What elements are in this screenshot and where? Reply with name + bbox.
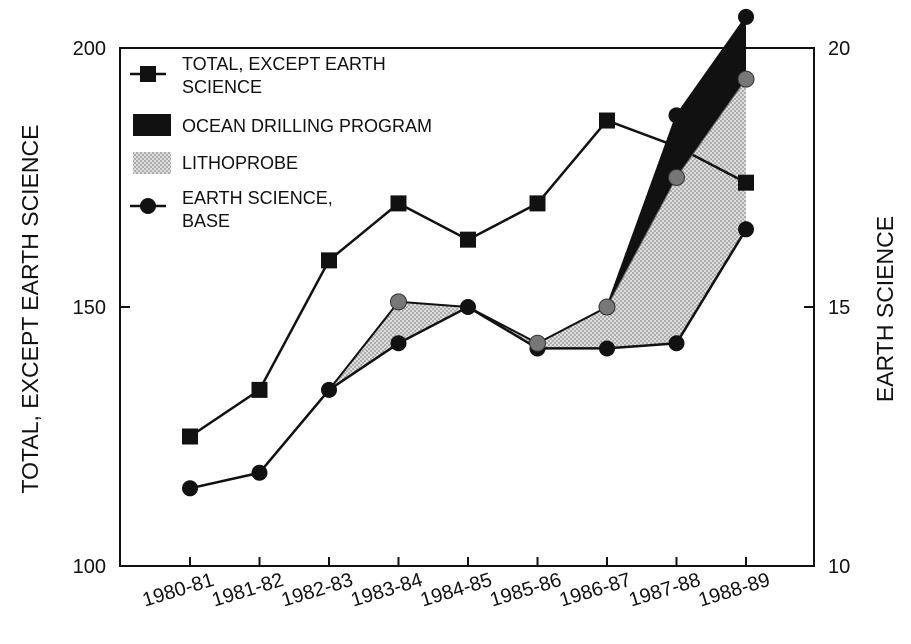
legend-item-lithoprobe: LITHOPROBE xyxy=(133,152,298,174)
legend-circle-marker xyxy=(140,198,156,214)
lithoprobe-point xyxy=(529,334,546,352)
x-tick-label: 1984-85 xyxy=(418,569,495,612)
total-point xyxy=(321,252,337,269)
earth-base-point xyxy=(460,299,476,315)
legend-litho-swatch xyxy=(133,152,171,174)
y-left-tick-label: 100 xyxy=(73,556,106,578)
x-tick-labels: 1980-811981-821982-831983-841984-851985-… xyxy=(140,569,773,612)
x-tick-label: 1983-84 xyxy=(348,569,425,612)
total-point xyxy=(599,112,615,129)
legend-item-odp: OCEAN DRILLING PROGRAM xyxy=(133,114,432,136)
earth-base-point xyxy=(738,221,754,238)
y-right-tick-labels: 10 15 20 xyxy=(828,38,850,578)
legend-total-line1: TOTAL, EXCEPT EARTH xyxy=(182,54,386,74)
total-point xyxy=(460,231,476,248)
earth-base-point xyxy=(251,464,268,481)
x-tick-label: 1986-87 xyxy=(557,569,634,612)
ocean-drilling-area xyxy=(190,16,746,489)
legend-item-total: TOTAL, EXCEPT EARTH SCIENCE xyxy=(130,54,386,97)
earth-base-point xyxy=(599,340,615,357)
legend: TOTAL, EXCEPT EARTH SCIENCE OCEAN DRILLI… xyxy=(130,54,432,231)
lithoprobe-point xyxy=(737,70,755,88)
legend-earth-line2: BASE xyxy=(182,211,230,231)
y-right-tick-label: 10 xyxy=(828,556,850,578)
series-markers xyxy=(182,8,755,497)
lithoprobe-point xyxy=(598,298,616,316)
legend-total-line2: SCIENCE xyxy=(182,77,262,97)
total-point xyxy=(738,174,754,191)
y-left-tick-label: 200 xyxy=(73,38,106,60)
earth-base-point xyxy=(668,335,685,352)
earth-base-point xyxy=(390,335,407,352)
legend-square-marker xyxy=(140,66,156,82)
x-tick-label: 1981-82 xyxy=(209,569,286,612)
lithoprobe-point xyxy=(390,293,407,311)
x-tick-label: 1987-88 xyxy=(626,569,703,612)
axis-ticks xyxy=(120,47,814,567)
x-tick-label: 1982-83 xyxy=(279,569,356,612)
y-axis-right-title: EARTH SCIENCE xyxy=(872,216,898,402)
earth-base-point xyxy=(321,381,337,398)
legend-litho-label: LITHOPROBE xyxy=(182,153,298,173)
x-tick-label: 1980-81 xyxy=(140,569,217,612)
lithoprobe-area xyxy=(190,79,746,489)
x-tick-label: 1985-86 xyxy=(487,569,564,612)
total-point xyxy=(182,428,198,445)
legend-earth-line1: EARTH SCIENCE, xyxy=(182,188,333,208)
earth-base-point xyxy=(182,480,198,497)
total-point xyxy=(251,381,268,398)
total-point xyxy=(529,195,546,212)
y-right-tick-label: 20 xyxy=(828,38,850,60)
area-fills xyxy=(190,16,746,489)
ocean-drilling-point xyxy=(738,8,754,25)
legend-odp-swatch xyxy=(133,114,171,136)
total-point xyxy=(390,195,407,212)
ocean-drilling-point xyxy=(668,107,685,124)
lithoprobe-point xyxy=(668,169,685,186)
legend-item-earth-base: EARTH SCIENCE, BASE xyxy=(130,188,333,231)
y-left-tick-label: 150 xyxy=(73,297,106,319)
total-point xyxy=(668,138,685,155)
y-right-tick-label: 15 xyxy=(828,297,850,319)
x-tick-label: 1988-89 xyxy=(696,569,773,612)
legend-odp-label: OCEAN DRILLING PROGRAM xyxy=(182,116,432,136)
y-left-tick-labels: 100 150 200 xyxy=(73,38,106,578)
y-axis-left-title: TOTAL, EXCEPT EARTH SCIENCE xyxy=(17,125,43,494)
